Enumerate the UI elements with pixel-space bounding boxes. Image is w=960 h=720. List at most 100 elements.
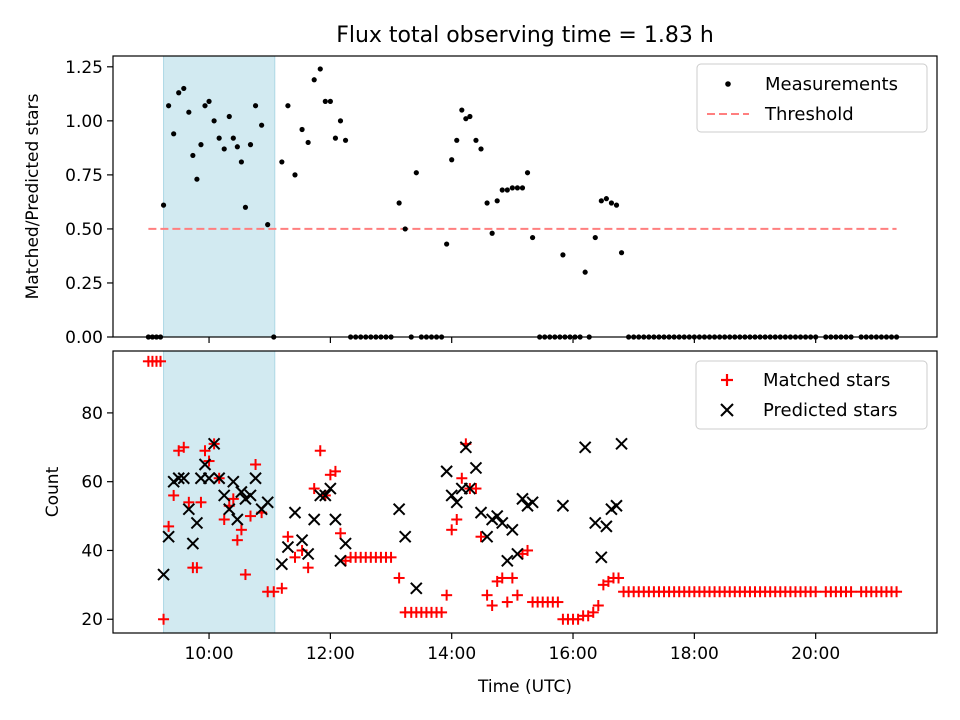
- matched-star-point: [245, 510, 257, 522]
- predicted-star-stroke: [157, 568, 170, 581]
- measurement-point: [444, 241, 450, 247]
- measurement-point: [613, 202, 620, 208]
- predicted-star-point: [450, 496, 463, 509]
- predicted-star-point: [207, 437, 221, 451]
- predicted-star-stroke: [459, 441, 473, 454]
- predicted-star-stroke: [207, 437, 221, 451]
- legend-measurements-marker: [725, 81, 731, 87]
- predicted-star-point: [339, 537, 352, 550]
- bottom-observing-shade: [163, 350, 276, 634]
- predicted-star-point: [329, 513, 342, 526]
- measurement-point: [529, 234, 536, 241]
- matched-star-point: [891, 586, 903, 598]
- matched-star-point: [155, 355, 167, 367]
- measurement-point: [230, 135, 236, 141]
- predicted-star-point: [314, 489, 327, 502]
- predicted-star-stroke: [398, 530, 412, 543]
- predicted-star-stroke: [235, 485, 248, 499]
- measurement-point: [242, 204, 249, 210]
- predicted-star-stroke: [496, 516, 509, 530]
- top-y-tick-label: 0.50: [65, 220, 103, 240]
- bottom-y-tick-label: 20: [81, 610, 103, 630]
- predicted-star-stroke: [392, 502, 406, 516]
- predicted-star-point: [288, 506, 302, 519]
- measurement-point: [176, 90, 182, 96]
- measurement-point: [504, 187, 510, 193]
- measurement-point: [198, 142, 204, 148]
- measurement-point: [489, 230, 495, 236]
- predicted-star-point: [231, 513, 244, 526]
- measurement-point: [216, 135, 222, 141]
- top-y-tick-label: 1.25: [65, 58, 103, 78]
- top-y-tick-label: 1.00: [65, 112, 103, 132]
- predicted-star-point: [261, 496, 274, 509]
- measurement-point: [473, 137, 479, 143]
- matched-star-point: [231, 534, 243, 546]
- matched-star-point: [441, 589, 453, 601]
- matched-star-point: [227, 493, 239, 505]
- legend-predicted-label: Predicted stars: [763, 400, 897, 421]
- predicted-star-stroke: [231, 513, 244, 526]
- predicted-star-stroke: [295, 533, 309, 547]
- predicted-star-stroke: [506, 523, 519, 537]
- predicted-star-stroke: [490, 509, 504, 523]
- predicted-star-stroke: [615, 437, 628, 451]
- measurement-point: [342, 137, 349, 143]
- measurement-point: [478, 146, 484, 152]
- predicted-star-stroke: [218, 489, 231, 502]
- predicted-star-stroke: [595, 551, 608, 564]
- matched-star-point: [592, 599, 604, 611]
- predicted-star-point: [410, 582, 423, 595]
- matched-star-point: [329, 465, 341, 477]
- matched-star-point: [552, 596, 564, 608]
- measurement-point: [322, 98, 328, 104]
- figure-title: Flux total observing time = 1.83 h: [336, 23, 714, 48]
- measurement-point: [499, 187, 505, 193]
- matched-star-point: [183, 496, 195, 508]
- predicted-star-stroke: [480, 530, 494, 543]
- matched-star-point: [168, 489, 180, 501]
- matched-star-point: [282, 531, 294, 543]
- predicted-star-stroke: [329, 513, 342, 526]
- predicted-star-point: [440, 465, 453, 478]
- predicted-star-stroke: [410, 582, 423, 595]
- predicted-stars-series: [157, 437, 628, 595]
- measurement-point: [265, 222, 271, 228]
- legend-matched-label: Matched stars: [763, 370, 890, 391]
- bottom-x-tick-label: 20:00: [791, 644, 840, 664]
- matched-star-point: [235, 524, 247, 536]
- measurement-point: [449, 157, 455, 163]
- predicted-star-stroke: [556, 499, 570, 512]
- matched-star-point: [308, 483, 320, 495]
- predicted-star-stroke: [314, 489, 327, 502]
- predicted-star-stroke: [526, 496, 539, 509]
- predicted-star-stroke: [589, 516, 602, 530]
- matched-star-point: [385, 551, 397, 563]
- measurement-point: [337, 118, 344, 124]
- predicted-star-stroke: [516, 492, 529, 506]
- bottom-x-tick-label: 14:00: [427, 644, 476, 664]
- matched-star-point: [451, 514, 463, 526]
- matched-star-point: [199, 445, 211, 457]
- predicted-star-stroke: [450, 496, 463, 509]
- predicted-star-stroke: [261, 496, 274, 509]
- predicted-star-stroke: [324, 482, 337, 495]
- matched-star-point: [218, 514, 230, 526]
- predicted-star-stroke: [474, 506, 488, 519]
- matched-star-point: [475, 531, 487, 543]
- bottom-axes-frame: [112, 350, 938, 634]
- measurement-point: [279, 159, 285, 165]
- top-y-tick-label: 0.75: [65, 166, 103, 186]
- matched-star-point: [158, 613, 170, 625]
- predicted-star-point: [275, 558, 289, 571]
- predicted-star-point: [600, 520, 613, 533]
- matched-star-point: [506, 572, 518, 584]
- predicted-star-point: [556, 499, 570, 512]
- predicted-star-stroke: [610, 499, 623, 512]
- matched-star-point: [302, 562, 314, 574]
- predicted-star-point: [281, 540, 295, 554]
- predicted-star-point: [177, 472, 190, 485]
- matched-star-point: [522, 544, 534, 556]
- predicted-star-point: [578, 441, 592, 454]
